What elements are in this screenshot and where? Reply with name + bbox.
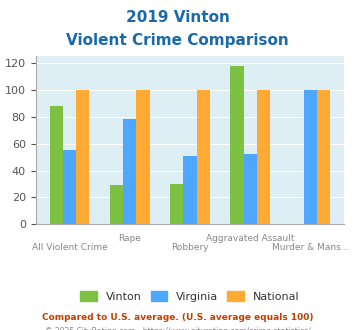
Bar [317, 90, 330, 224]
Bar [136, 90, 149, 224]
Bar [76, 90, 89, 224]
Bar [50, 106, 63, 224]
Bar [63, 150, 76, 224]
Text: Compared to U.S. average. (U.S. average equals 100): Compared to U.S. average. (U.S. average … [42, 314, 313, 322]
Bar [304, 90, 317, 224]
Text: © 2025 CityRating.com - https://www.cityrating.com/crime-statistics/: © 2025 CityRating.com - https://www.city… [45, 327, 310, 330]
Bar [197, 90, 210, 224]
Text: All Violent Crime: All Violent Crime [32, 243, 107, 252]
Text: 2019 Vinton: 2019 Vinton [126, 10, 229, 25]
Bar [183, 156, 197, 224]
Text: Murder & Mans...: Murder & Mans... [272, 243, 349, 252]
Bar [244, 154, 257, 224]
Bar [257, 90, 270, 224]
Text: Rape: Rape [118, 234, 141, 243]
Bar [230, 66, 244, 224]
Text: Violent Crime Comparison: Violent Crime Comparison [66, 33, 289, 48]
Bar [123, 119, 136, 224]
Legend: Vinton, Virginia, National: Vinton, Virginia, National [76, 287, 304, 306]
Text: Robbery: Robbery [171, 243, 209, 252]
Text: Aggravated Assault: Aggravated Assault [206, 234, 294, 243]
Bar [110, 185, 123, 224]
Bar [170, 184, 183, 224]
